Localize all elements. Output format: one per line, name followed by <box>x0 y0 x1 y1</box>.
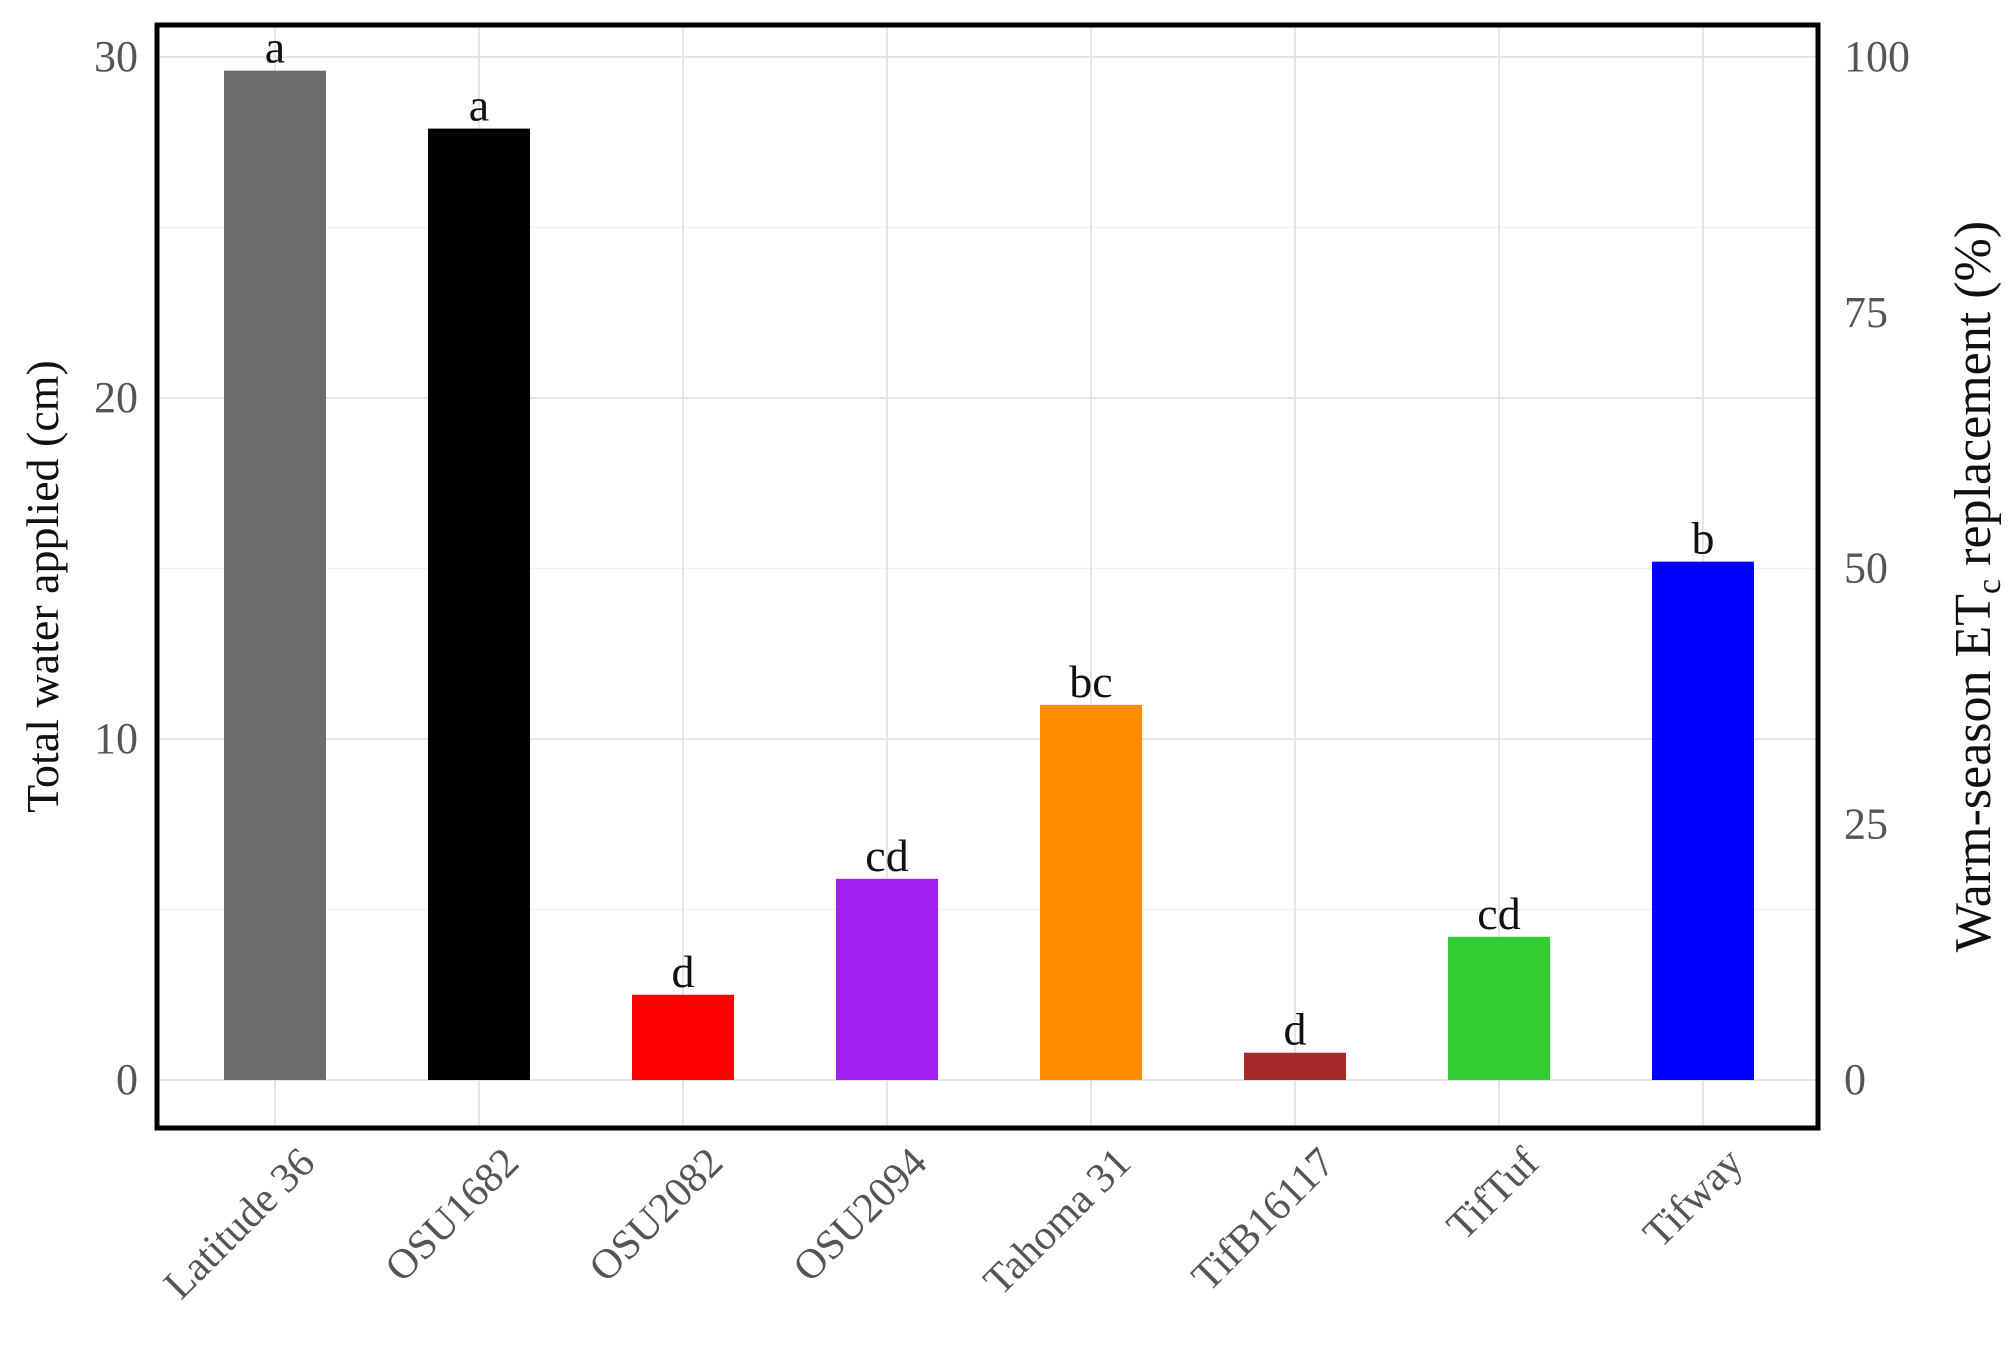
bar <box>1040 704 1142 1080</box>
bar-letter-label: a <box>469 80 489 131</box>
bar <box>632 994 734 1080</box>
bar-letter-labels: a a d cd bc d cd b <box>265 22 1715 1055</box>
x-tick-label: Tahoma 31 <box>975 1140 1140 1305</box>
plot-panel-border <box>154 22 1821 1131</box>
y-tick-label: 0 <box>116 1055 138 1104</box>
left-axis-ticks: 0 10 20 30 <box>94 32 138 1104</box>
bars <box>224 70 1754 1081</box>
bar <box>428 128 530 1081</box>
right-axis-title-subscript: c <box>1971 579 2008 594</box>
bar-letter-label: cd <box>1477 888 1520 939</box>
bar-letter-label: bc <box>1069 656 1112 707</box>
right-tick-label: 50 <box>1844 544 1888 593</box>
x-tick-label: OSU1682 <box>377 1140 528 1291</box>
y-tick-label: 30 <box>94 32 138 81</box>
bar <box>836 878 938 1080</box>
grid-lines <box>157 25 1818 1128</box>
right-axis-ticks: 0 25 50 75 100 <box>1844 32 1910 1104</box>
x-tick-label: Tifway <box>1635 1140 1752 1257</box>
bar <box>1244 1052 1346 1080</box>
bar <box>224 70 326 1080</box>
bar <box>1448 936 1550 1080</box>
right-axis-title-prefix: Warm-season ET <box>1945 594 2002 952</box>
right-tick-label: 75 <box>1844 288 1888 337</box>
x-tick-label: TifB16117 <box>1183 1140 1344 1301</box>
y-axis-title: Total water applied (cm) <box>17 360 68 813</box>
bar-letter-label: d <box>672 946 695 997</box>
x-tick-label: OSU2094 <box>785 1140 936 1291</box>
bar-letter-label: d <box>1284 1004 1307 1055</box>
x-tick-label: TifTuf <box>1438 1140 1548 1250</box>
bar-letter-label: a <box>265 22 285 73</box>
right-tick-label: 25 <box>1844 799 1888 848</box>
right-tick-label: 100 <box>1844 32 1910 81</box>
bar-letter-label: cd <box>865 830 908 881</box>
bar-letter-label: b <box>1692 513 1715 564</box>
x-axis-ticks: Latitude 36 OSU1682 OSU2082 OSU2094 Tahoma 3… <box>155 1140 1752 1309</box>
bar <box>1652 561 1754 1080</box>
x-tick-label: Latitude 36 <box>155 1140 324 1309</box>
x-tick-label: OSU2082 <box>581 1140 732 1291</box>
y-tick-label: 20 <box>94 373 138 422</box>
right-axis-title: Warm-season ETc replacement (%) <box>1945 221 2008 952</box>
y-tick-label: 10 <box>94 714 138 763</box>
right-tick-label: 0 <box>1844 1055 1866 1104</box>
right-axis-title-suffix: replacement (%) <box>1945 221 2002 579</box>
